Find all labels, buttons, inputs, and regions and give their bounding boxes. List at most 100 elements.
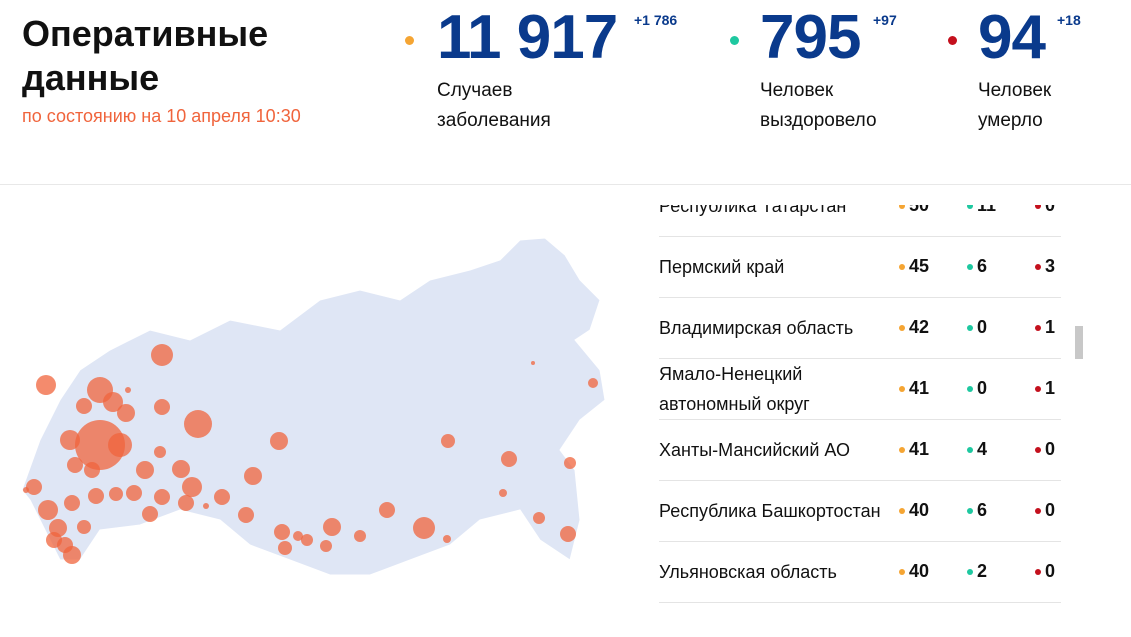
recovered-dot-icon (967, 205, 973, 209)
region-bubble[interactable] (293, 531, 303, 541)
cases-dot-icon (899, 507, 905, 514)
region-bubble[interactable] (441, 434, 455, 448)
region-name: Республика Башкортостан (659, 500, 881, 521)
cases-dot-icon (405, 36, 414, 45)
region-bubble[interactable] (214, 489, 230, 505)
region-bubble[interactable] (60, 430, 80, 450)
region-bubble[interactable] (564, 457, 576, 469)
deaths-dot-icon (1035, 205, 1041, 209)
region-bubble[interactable] (184, 410, 212, 438)
region-bubble[interactable] (379, 502, 395, 518)
deaths-dot-icon (1035, 507, 1041, 514)
region-name: Ямало-Ненецкий автономный округ (659, 363, 810, 414)
region-bubble[interactable] (67, 457, 83, 473)
region-bubble[interactable] (154, 446, 166, 458)
region-name: Владимирская область (659, 317, 854, 338)
recovered-dot-icon (967, 568, 973, 575)
region-bubble[interactable] (443, 535, 451, 543)
region-bubble[interactable] (77, 520, 91, 534)
region-bubble[interactable] (172, 460, 190, 478)
region-name: Пермский край (659, 256, 785, 277)
region-name: Ханты-Мансийский АО (659, 439, 850, 460)
region-deaths: 3 (1035, 236, 1055, 297)
region-bubble[interactable] (63, 546, 81, 564)
region-row[interactable]: Республика Башкортостан 40 6 0 (659, 480, 1061, 542)
region-bubble[interactable] (323, 518, 341, 536)
scrollbar[interactable] (1075, 326, 1083, 359)
page-title: Оперативные данные (22, 13, 269, 98)
divider (0, 184, 1131, 185)
region-bubble[interactable] (117, 404, 135, 422)
cases-dot-icon (899, 385, 905, 392)
region-cases: 42 (899, 297, 929, 358)
region-row[interactable]: Республика Татарстан 50 11 0 (659, 205, 1061, 237)
region-row[interactable]: Ульяновская область 40 2 0 (659, 541, 1061, 603)
region-bubble[interactable] (588, 378, 598, 388)
region-bubble[interactable] (75, 420, 125, 470)
region-bubble[interactable] (154, 399, 170, 415)
region-bubble[interactable] (320, 540, 332, 552)
cases-dot-icon (899, 205, 905, 209)
region-deaths: 1 (1035, 297, 1055, 358)
deaths-dot-icon (948, 36, 957, 45)
map-land (21, 237, 606, 576)
region-bubble[interactable] (151, 344, 173, 366)
region-bubble[interactable] (238, 507, 254, 523)
region-deaths: 0 (1035, 205, 1055, 236)
region-recovered: 4 (967, 419, 987, 480)
region-bubble[interactable] (26, 479, 42, 495)
region-bubble[interactable] (531, 361, 535, 365)
region-row[interactable]: Ямало-Ненецкий автономный округ 41 0 1 (659, 358, 1061, 420)
region-bubble[interactable] (501, 451, 517, 467)
regions-list[interactable]: Республика Татарстан 50 11 0 Пермский кра… (659, 205, 1061, 637)
cases-dot-icon (899, 446, 905, 453)
region-name: Республика Татарстан (659, 205, 847, 216)
region-cases: 40 (899, 480, 929, 541)
region-bubble[interactable] (88, 488, 104, 504)
region-bubble[interactable] (301, 534, 313, 546)
region-bubble[interactable] (108, 433, 132, 457)
russia-map[interactable] (0, 190, 640, 637)
deaths-dot-icon (1035, 446, 1041, 453)
region-bubble[interactable] (126, 485, 142, 501)
cases-dot-icon (899, 324, 905, 331)
region-deaths: 1 (1035, 358, 1055, 419)
recovered-dot-icon (967, 263, 973, 270)
region-bubble[interactable] (84, 462, 100, 478)
region-bubble[interactable] (354, 530, 366, 542)
region-bubble[interactable] (413, 517, 435, 539)
region-bubble[interactable] (244, 467, 262, 485)
region-cases: 40 (899, 541, 929, 602)
region-bubble[interactable] (38, 500, 58, 520)
region-bubble[interactable] (103, 392, 123, 412)
region-bubble[interactable] (23, 487, 29, 493)
region-bubble[interactable] (109, 487, 123, 501)
region-bubble[interactable] (182, 477, 202, 497)
cases-dot-icon (899, 263, 905, 270)
region-bubble[interactable] (203, 503, 209, 509)
region-bubble[interactable] (270, 432, 288, 450)
region-row[interactable]: Пермский край 45 6 3 (659, 236, 1061, 298)
region-bubble[interactable] (76, 398, 92, 414)
region-bubble[interactable] (533, 512, 545, 524)
region-bubble[interactable] (499, 489, 507, 497)
region-bubble[interactable] (274, 524, 290, 540)
region-bubble[interactable] (560, 526, 576, 542)
deaths-dot-icon (1035, 263, 1041, 270)
region-bubble[interactable] (278, 541, 292, 555)
region-row[interactable]: Владимирская область 42 0 1 (659, 297, 1061, 359)
region-recovered: 6 (967, 236, 987, 297)
region-cases: 41 (899, 358, 929, 419)
recovered-dot-icon (967, 324, 973, 331)
region-bubble[interactable] (136, 461, 154, 479)
region-recovered: 2 (967, 541, 987, 602)
region-row[interactable]: Ханты-Мансийский АО 41 4 0 (659, 419, 1061, 481)
region-bubble[interactable] (64, 495, 80, 511)
deaths-dot-icon (1035, 385, 1041, 392)
region-bubble[interactable] (154, 489, 170, 505)
region-bubble[interactable] (142, 506, 158, 522)
region-recovered: 0 (967, 358, 987, 419)
region-bubble[interactable] (36, 375, 56, 395)
region-bubble[interactable] (125, 387, 131, 393)
region-bubble[interactable] (178, 495, 194, 511)
